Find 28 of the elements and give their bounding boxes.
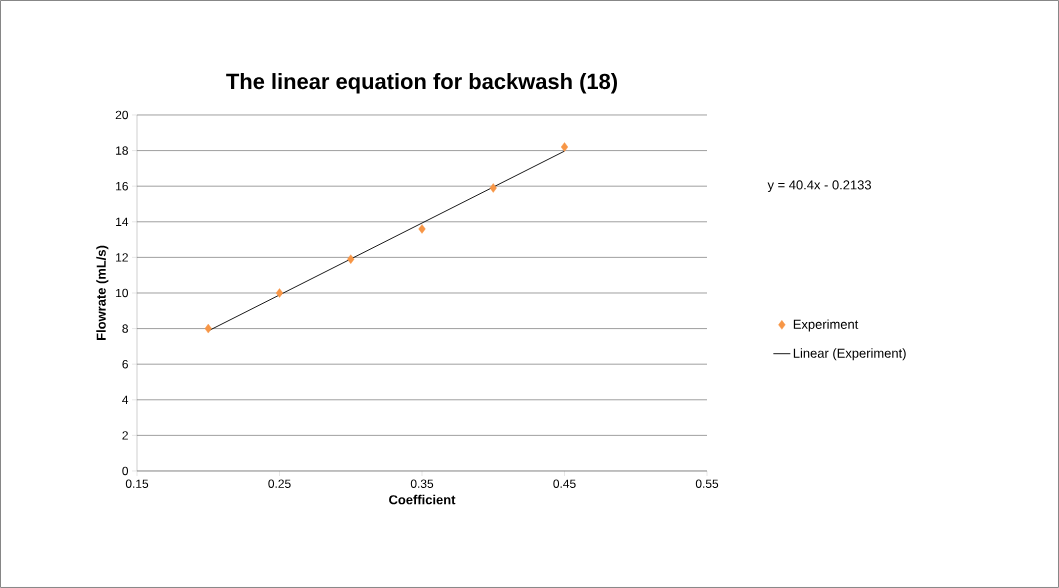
y-tick-label: 0 bbox=[122, 466, 129, 476]
point bbox=[347, 254, 355, 264]
point bbox=[560, 142, 569, 152]
y-axis-title: Flowrate (mL/s) bbox=[96, 245, 109, 340]
x-tick-label: 0.25 bbox=[268, 479, 291, 488]
y-tick-label: 10 bbox=[116, 288, 129, 298]
point bbox=[275, 288, 284, 298]
y-tick-label: 20 bbox=[115, 110, 129, 120]
x-tick-label: 0.45 bbox=[553, 479, 576, 488]
y-tick-label: 4 bbox=[122, 395, 129, 404]
legend-label: Linear (Experiment) bbox=[793, 348, 906, 361]
y-tick-label: 6 bbox=[122, 359, 128, 369]
x-axis-title: Coefficient bbox=[389, 494, 456, 505]
x-tick-label: 0.55 bbox=[695, 479, 719, 488]
y-tick-label: 2 bbox=[122, 431, 128, 440]
x-tick-label: 0.15 bbox=[125, 479, 149, 488]
point bbox=[489, 183, 497, 193]
chart-title: The linear equation for backwash (18) bbox=[226, 73, 617, 94]
point bbox=[418, 224, 426, 234]
y-tick-label: 12 bbox=[116, 253, 128, 262]
y-tick-label: 8 bbox=[122, 324, 128, 333]
y-tick-label: 18 bbox=[116, 146, 128, 155]
text: y = 40.4x - 0.2133 bbox=[767, 180, 871, 193]
y-tick-label: 16 bbox=[116, 181, 128, 191]
x-tick-label: 0.35 bbox=[410, 479, 434, 488]
legend-label: Experiment bbox=[793, 319, 859, 332]
point bbox=[204, 323, 212, 334]
y-tick-label: 14 bbox=[116, 217, 129, 226]
